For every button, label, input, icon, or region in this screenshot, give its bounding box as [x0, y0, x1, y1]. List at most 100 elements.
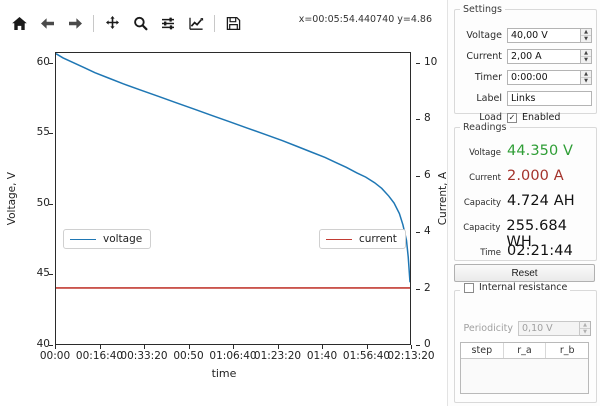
- settings-group-label: Settings: [463, 4, 502, 15]
- toolbar-separator-1: [93, 14, 94, 32]
- legend-current-label: current: [359, 233, 397, 245]
- cursor-coordinate-readout: x=00:05:54.440740 y=4.86: [298, 14, 432, 25]
- y-axis-ticks-right: 0 2 4 6 8 10: [416, 40, 448, 350]
- reading-row: Capacity 4.724 AH: [455, 193, 575, 209]
- y-tick-mark-right: [416, 119, 420, 121]
- x-tick-label: 00:33:20: [120, 350, 168, 362]
- plot-axes[interactable]: [55, 52, 411, 345]
- internal-resistance-table[interactable]: step r_a r_b: [460, 342, 589, 394]
- y-tick-mark-right: [416, 232, 420, 233]
- x-tick-label: 00:16:40: [75, 350, 124, 362]
- pane-divider: [447, 0, 448, 406]
- voltage-setting-label: Voltage: [466, 30, 502, 41]
- plot-pane: x=00:05:54.440740 y=4.86 Voltage, V Curr…: [0, 10, 449, 406]
- y-tick-label-left: 40: [36, 338, 50, 350]
- voltage-line: [56, 54, 410, 283]
- label-setting-label: Label: [476, 93, 502, 104]
- periodicity-input: 0,10 V: [518, 321, 580, 336]
- home-icon[interactable]: [6, 10, 32, 36]
- legend-voltage[interactable]: voltage: [63, 229, 152, 249]
- label-setting-input[interactable]: Links: [507, 91, 592, 106]
- legend-voltage-label: voltage: [103, 233, 143, 245]
- reading-value: 2.000 A: [507, 168, 564, 184]
- current-setting-input[interactable]: 2,00 A: [507, 49, 581, 64]
- reading-value: 44.350 V: [507, 143, 574, 159]
- current-setting-stepper[interactable]: ▲ ▼: [581, 49, 592, 64]
- plot-lines: [56, 53, 410, 344]
- setting-row-current: Current 2,00 A ▲ ▼: [455, 48, 592, 65]
- reading-label: Capacity: [463, 198, 501, 208]
- periodicity-label: Periodicity: [463, 323, 513, 334]
- reading-row: Voltage 44.350 V: [455, 143, 573, 159]
- y-tick-mark-left: [49, 203, 53, 205]
- y-tick-label-right: 0: [424, 338, 431, 350]
- back-arrow-icon[interactable]: [34, 10, 60, 36]
- periodicity-stepper: ▲ ▼: [580, 321, 591, 336]
- x-axis-ticks: 00:00 00:16:40 00:33:20 00:50 01:06:40 01:23:…: [0, 345, 448, 365]
- y-tick-label-left: 60: [36, 55, 50, 68]
- legend-current[interactable]: current: [319, 229, 406, 249]
- y-tick-mark-right: [416, 288, 420, 290]
- settings-group: Settings Voltage 40,00 V ▲ ▼ Current 2,00…: [454, 4, 597, 123]
- sliders-configure-icon[interactable]: [155, 10, 181, 36]
- y-tick-label-right: 8: [424, 112, 431, 125]
- setting-row-timer: Timer 0:00:00 ▲ ▼: [455, 69, 592, 86]
- x-tick-label: 01:06:40: [209, 350, 257, 362]
- save-floppy-icon[interactable]: [220, 10, 246, 36]
- forward-arrow-icon[interactable]: [62, 10, 88, 36]
- voltage-setting-input[interactable]: 40,00 V: [507, 28, 581, 43]
- legend-current-swatch: [326, 238, 352, 240]
- periodicity-row: Periodicity 0,10 V ▲ ▼: [461, 320, 591, 337]
- reading-label: Time: [480, 248, 501, 258]
- y-tick-label-left: 50: [36, 196, 50, 209]
- pan-move-icon[interactable]: [99, 10, 125, 36]
- x-axis-label: time: [211, 367, 237, 380]
- timer-setting-label: Timer: [474, 72, 502, 83]
- y-tick-mark-left: [49, 345, 53, 346]
- reading-label: Voltage: [469, 148, 501, 158]
- timer-setting-input[interactable]: 0:00:00: [507, 70, 581, 85]
- y-tick-mark-right: [416, 175, 420, 177]
- y-tick-label-right: 6: [424, 168, 431, 181]
- reading-row: Capacity 255.684 WH: [455, 218, 596, 250]
- chart-edit-icon[interactable]: [183, 10, 209, 36]
- setting-row-label: Label Links: [455, 90, 592, 107]
- reset-button[interactable]: Reset: [454, 264, 595, 282]
- setting-row-voltage: Voltage 40,00 V ▲ ▼: [455, 27, 592, 44]
- y-tick-mark-left: [49, 274, 53, 276]
- internal-resistance-checkmark: [464, 282, 474, 293]
- x-tick-mark: [277, 345, 279, 349]
- x-tick-mark: [99, 345, 101, 349]
- internal-resistance-table-column-header: r_a: [504, 343, 547, 358]
- x-tick-mark: [411, 345, 412, 349]
- zoom-magnifier-icon[interactable]: [127, 10, 153, 36]
- x-tick-label: 01:40: [306, 350, 338, 362]
- y-tick-label-right: 4: [424, 225, 431, 238]
- x-tick-mark: [55, 345, 56, 349]
- timer-setting-stepper[interactable]: ▲ ▼: [581, 70, 592, 85]
- voltage-setting-stepper[interactable]: ▲ ▼: [581, 28, 592, 43]
- internal-resistance-table-header: step r_a r_b: [461, 343, 588, 359]
- matplotlib-navigation-toolbar: [6, 10, 246, 36]
- y-tick-label-right: 2: [424, 281, 431, 294]
- reading-row: Current 2.000 A: [455, 168, 564, 184]
- reading-label: Current: [469, 173, 501, 183]
- x-tick-label: 01:56:40: [342, 350, 391, 362]
- readings-group-label: Readings: [463, 122, 507, 133]
- toolbar-separator-2: [214, 14, 215, 32]
- y-axis-ticks-left: 40 45 50 55 60: [0, 40, 53, 350]
- load-enabled-checkmark: ✓: [507, 112, 517, 123]
- internal-resistance-table-column-header: step: [461, 343, 504, 358]
- reading-row: Time 02:21:44: [455, 243, 573, 259]
- matplotlib-figure[interactable]: Voltage, V Current, A 40 45 50 55 60 0 2 4 6 8 10…: [0, 40, 449, 406]
- internal-resistance-table-column-header: r_b: [559, 345, 575, 356]
- x-tick-mark: [144, 345, 145, 349]
- y-tick-mark-left: [49, 62, 53, 64]
- y-tick-mark-right: [416, 345, 420, 346]
- x-tick-mark: [188, 345, 190, 349]
- current-setting-label: Current: [466, 51, 502, 62]
- reading-value: 02:21:44: [507, 243, 573, 259]
- x-tick-label: 00:00: [39, 350, 71, 362]
- internal-resistance-checkbox[interactable]: Internal resistance: [461, 282, 571, 293]
